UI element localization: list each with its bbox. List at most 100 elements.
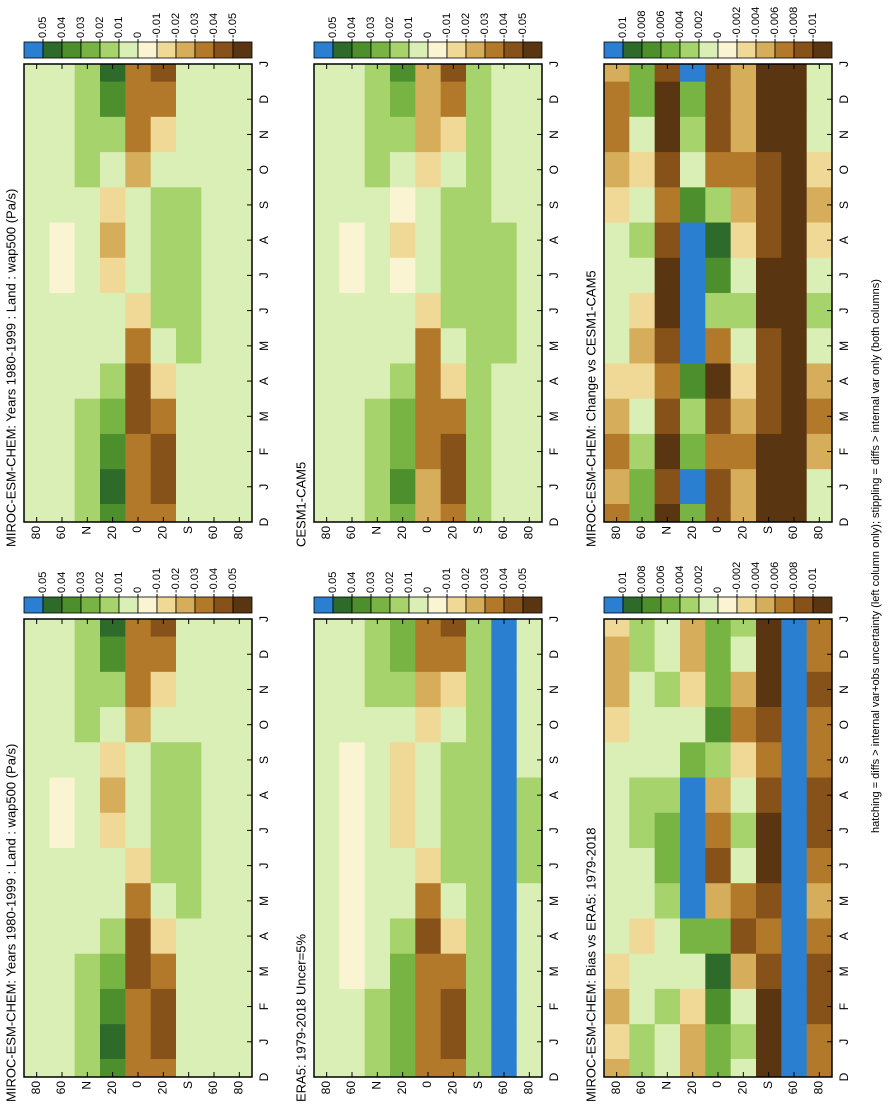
field-cell <box>466 116 492 153</box>
panel: MIROC-ESM-CHEM: Bias vs ERA5: 1979-2018 8… <box>583 562 851 1102</box>
colorbar-box <box>370 41 391 59</box>
field-cell <box>466 741 492 778</box>
field-cell <box>226 953 253 989</box>
colorbar-box <box>755 41 776 59</box>
field-cell <box>781 1023 808 1060</box>
field-cell <box>705 151 732 188</box>
field-cell <box>390 63 416 82</box>
field-cell <box>24 63 50 82</box>
field-cell <box>781 257 808 293</box>
colorbar-box <box>484 596 505 614</box>
colorbar-box <box>80 596 101 614</box>
field-cell <box>756 186 782 223</box>
x-tick-label: M <box>837 896 851 906</box>
colorbar-box <box>118 41 139 59</box>
colorbar-label: 0.008 <box>636 565 648 593</box>
field-cell <box>125 151 152 188</box>
field-cell <box>516 257 543 293</box>
field-cell <box>364 327 391 364</box>
field-cell <box>176 741 202 778</box>
colorbar-box <box>408 41 429 59</box>
field-cell <box>24 1023 50 1060</box>
field-cell <box>176 847 202 884</box>
field-cell <box>415 433 442 470</box>
field-cell <box>150 706 177 743</box>
field-cell <box>364 918 391 954</box>
field-cell <box>24 151 50 188</box>
field-cell <box>440 503 467 522</box>
field-cell <box>176 953 202 989</box>
field-cell <box>440 151 467 188</box>
field-cell <box>781 706 808 743</box>
field-cell <box>364 1058 391 1077</box>
field-cell <box>781 671 808 708</box>
field-cell <box>125 503 152 522</box>
field-cell <box>49 186 76 223</box>
field-cell <box>24 918 50 954</box>
x-tick-label: A <box>257 791 271 799</box>
field-cell <box>24 222 50 258</box>
field-cell <box>730 398 757 434</box>
field-cell <box>730 847 757 884</box>
field-cell <box>150 847 177 884</box>
field-cell <box>415 81 442 117</box>
field-cell <box>466 671 492 708</box>
field-cell <box>466 1058 492 1077</box>
y-tick-label: N <box>370 1081 384 1090</box>
colorbar-label: -0.008 <box>788 7 800 38</box>
field-cell <box>201 63 228 82</box>
field-cell <box>74 777 101 813</box>
field-cell <box>339 812 366 848</box>
field-cell <box>806 847 833 884</box>
x-tick-label: S <box>257 756 271 764</box>
field-cell <box>806 1058 833 1077</box>
colorbar-box <box>42 596 63 614</box>
field-cell <box>730 671 757 708</box>
x-tick-label: M <box>837 341 851 351</box>
field-cell <box>516 63 543 82</box>
colorbar-label: 0.01 <box>113 572 125 593</box>
field-cell <box>440 292 467 329</box>
x-tick-label: D <box>837 95 851 104</box>
field-cell <box>730 257 757 293</box>
field-cell <box>629 1058 656 1077</box>
field-cell <box>314 812 340 848</box>
colorbar-label: -0.006 <box>769 7 781 38</box>
field-cell <box>604 741 630 778</box>
field-cell <box>440 706 467 743</box>
field-cell <box>680 81 706 117</box>
field-cell <box>516 918 543 954</box>
field-cell <box>440 398 467 434</box>
field-cell <box>314 363 340 399</box>
field-cell <box>756 636 782 672</box>
colorbar-box <box>603 596 624 614</box>
field-cell <box>339 882 366 919</box>
colorbar-box <box>175 596 196 614</box>
field-cell <box>806 398 833 434</box>
y-tick-label: 60 <box>496 526 510 540</box>
colorbar-label: -0.004 <box>750 562 762 593</box>
field-cell <box>756 847 782 884</box>
x-tick-label: M <box>547 411 561 421</box>
field-cell <box>466 1023 492 1060</box>
field-cell <box>339 186 366 223</box>
colorbar-label: -0.03 <box>189 568 201 593</box>
field-cell <box>24 363 50 399</box>
field-cell <box>629 988 656 1025</box>
field-cell <box>390 433 416 470</box>
colorbar-box <box>351 41 372 59</box>
panel-title: MIROC-ESM-CHEM: Years 1980-1999 : Land :… <box>3 189 18 547</box>
field-cell <box>705 741 732 778</box>
field-cell <box>516 741 543 778</box>
field-cell <box>125 468 152 505</box>
field-cell <box>680 988 706 1025</box>
field-cell <box>201 292 228 329</box>
field-cell <box>150 988 177 1025</box>
field-cell <box>680 327 706 364</box>
field-cell <box>314 1023 340 1060</box>
field-cell <box>440 636 467 672</box>
field-cell <box>516 1058 543 1077</box>
field-cell <box>390 151 416 188</box>
x-tick-label: A <box>257 236 271 244</box>
y-tick-label: N <box>80 526 94 535</box>
